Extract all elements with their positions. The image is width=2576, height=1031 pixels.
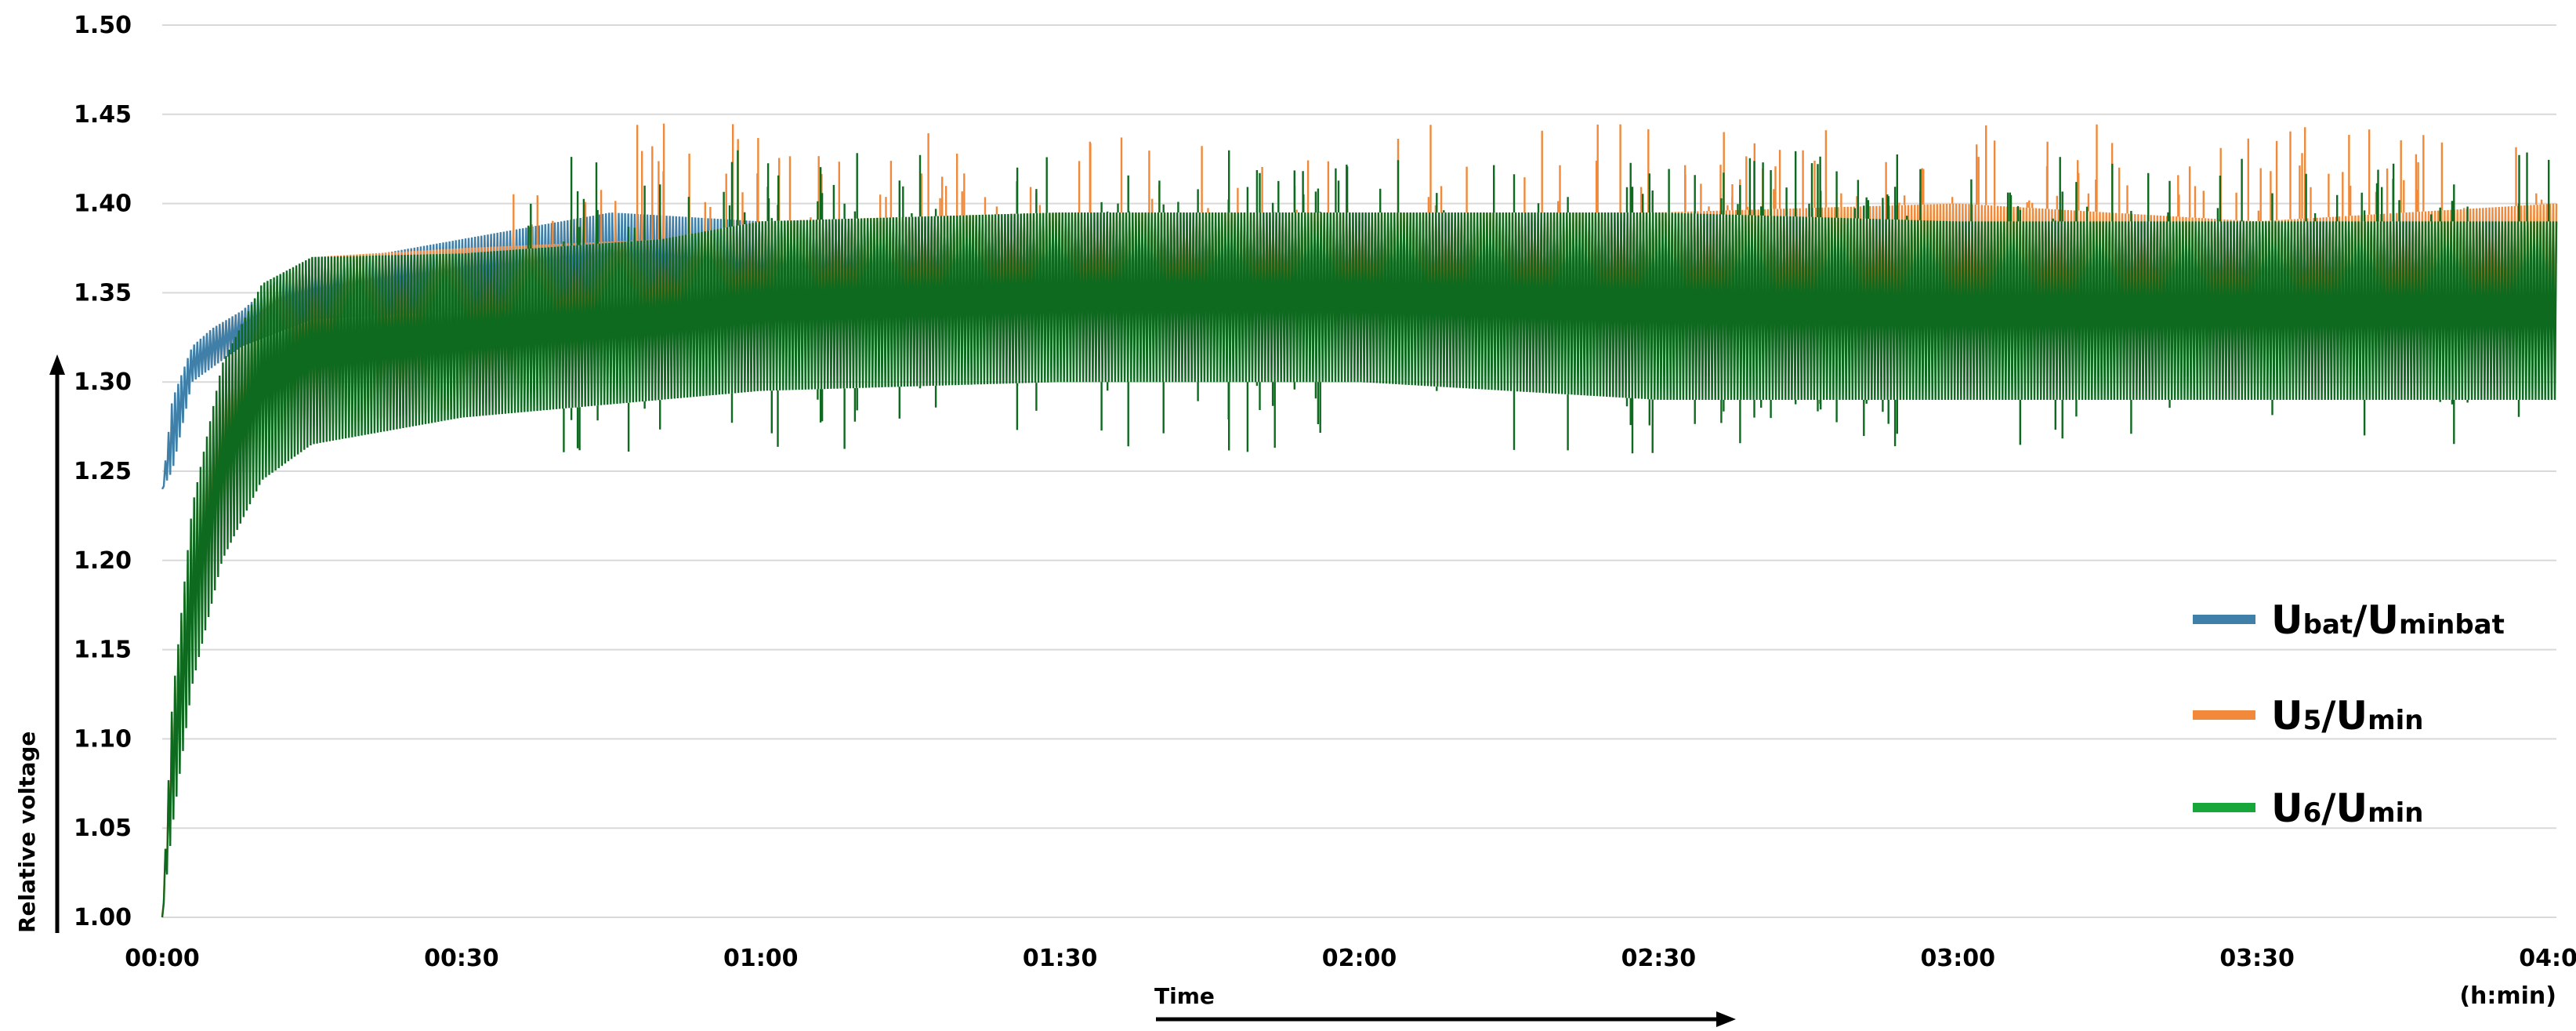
y-tick-label: 1.40 [74, 191, 132, 218]
y-tick-label: 1.50 [74, 12, 132, 39]
x-tick-labels: 00:00 00:30 01:00 01:30 02:00 02:30 03:00 03:30… [125, 945, 2576, 972]
x-tick-label: 04:00 [2519, 945, 2576, 972]
legend-label-part: U [2271, 693, 2303, 739]
y-axis-title-group: Relative voltage [14, 354, 65, 933]
y-tick-label: 1.45 [74, 101, 132, 129]
legend-label-part: U [2336, 786, 2368, 831]
y-tick-label: 1.35 [74, 279, 132, 307]
x-tick-label: 01:30 [1023, 945, 1098, 972]
y-tick-label: 1.00 [74, 904, 132, 931]
legend-label-1: Ubat/Uminbat [2271, 597, 2505, 643]
x-tick-label: 03:00 [1921, 945, 1996, 972]
legend-label-part: U [2271, 786, 2303, 831]
x-axis-title-group: Time (h:min) [1154, 982, 2556, 1027]
legend-label-part: / [2321, 786, 2336, 831]
legend-label-part: / [2353, 597, 2368, 643]
x-axis-title: Time [1154, 983, 1215, 1009]
legend-label-part: bat [2303, 609, 2353, 641]
y-tick-label: 1.05 [74, 815, 132, 842]
legend-label-2: U5/Umin [2271, 693, 2423, 739]
gridlines [162, 24, 2556, 918]
legend-label-part: min [2368, 797, 2423, 829]
y-tick-label: 1.10 [74, 725, 132, 753]
legend-label-part: U [2367, 597, 2399, 643]
y-tick-label: 1.15 [74, 637, 132, 664]
y-tick-label: 1.20 [74, 547, 132, 575]
legend-label-3: U6/Umin [2271, 786, 2423, 831]
y-tick-label: 1.30 [74, 368, 132, 396]
legend-label-part: 6 [2303, 797, 2322, 829]
y-tick-labels: 1.00 1.05 1.10 1.15 1.20 1.25 1.30 1.35 1.40 1.45… [74, 12, 132, 931]
legend-label-part: U [2271, 597, 2303, 643]
legend-label-part: 5 [2303, 705, 2322, 736]
x-axis-arrowhead [1716, 1011, 1736, 1027]
series-3-trace [161, 212, 2558, 918]
series-3-spikes [527, 150, 2550, 454]
x-tick-label: 03:30 [2219, 945, 2295, 972]
legend-label-part: / [2321, 693, 2336, 739]
series-layer [161, 123, 2558, 918]
x-tick-label: 02:00 [1322, 945, 1397, 972]
x-tick-label: 00:00 [125, 945, 200, 972]
x-tick-label: 00:30 [424, 945, 499, 972]
x-tick-label: 01:00 [723, 945, 799, 972]
legend-label-part: min [2368, 705, 2423, 736]
y-axis-title: Relative voltage [14, 732, 40, 933]
legend-label-part: minbat [2399, 609, 2505, 641]
y-tick-label: 1.25 [74, 458, 132, 485]
y-axis-arrowhead [49, 354, 65, 375]
series-3-line [161, 150, 2558, 918]
legend-label-part: U [2336, 693, 2368, 739]
x-tick-label: 02:30 [1621, 945, 1697, 972]
x-axis-unit: (h:min) [2459, 982, 2556, 1010]
